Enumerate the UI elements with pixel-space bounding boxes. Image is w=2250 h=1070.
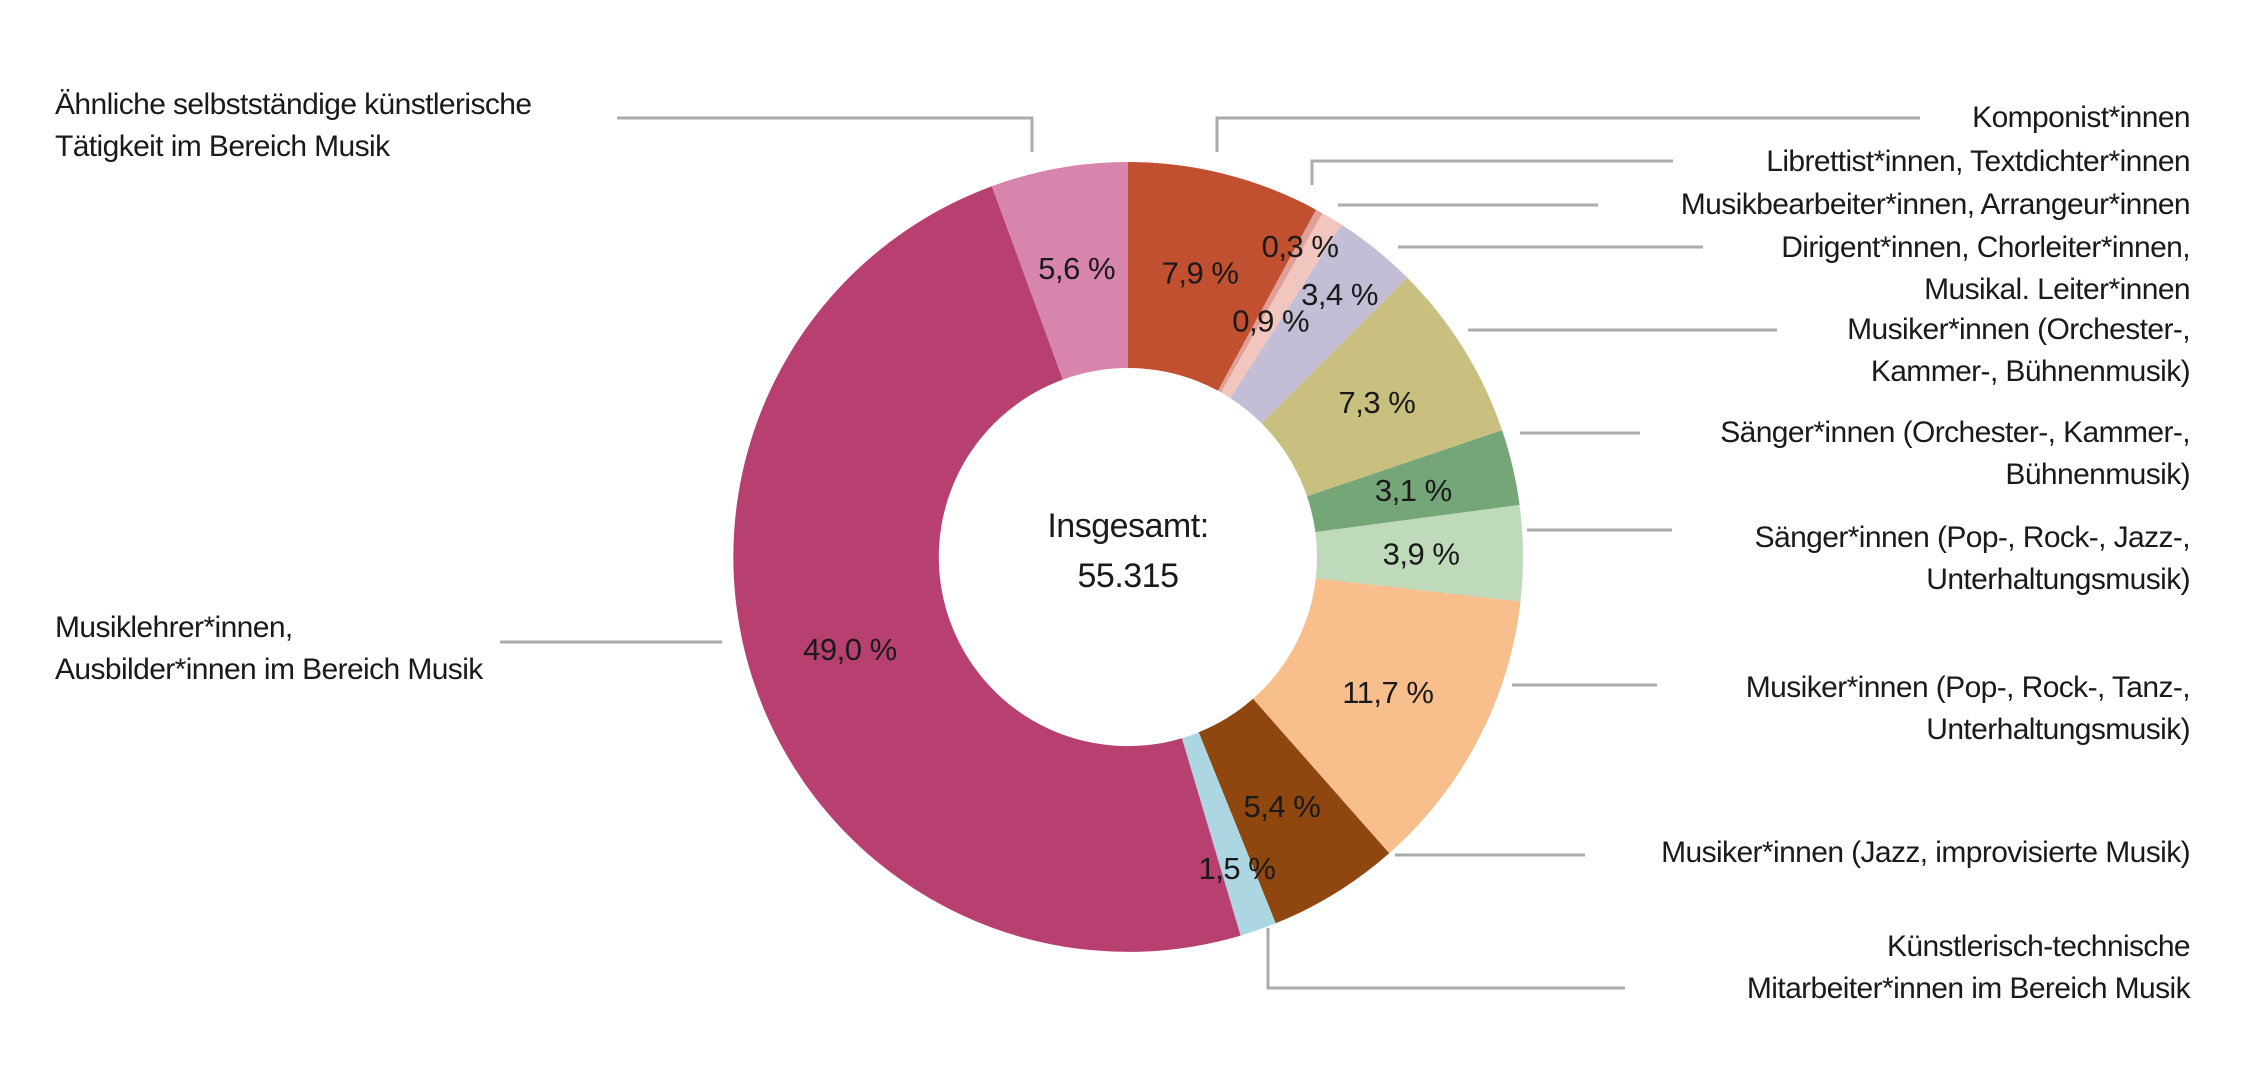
percent-label-7: 11,7 % [1342,675,1433,710]
percent-labels: 7,9 % 0,3 % 0,9 %3,4 % 7,3 % 3,1 % 3,9 % 11,7 … [803,229,1460,886]
donut-segment-8 [1198,698,1390,924]
donut-segment-1 [1218,209,1323,393]
leader-line-1 [1310,159,1673,185]
leader-line-9 [1266,928,1625,990]
donut-segment-5 [1307,430,1520,533]
percent-label-8: 5,4 % [1244,789,1321,824]
segment-callout-label-2: Musikbearbeiter*innen, Arrangeur*innen [1680,188,2191,221]
segment-callout-label-0: Komponist*innen [1972,101,2190,134]
segment-callout-label-5: Sänger*innen (Orchester-, Kammer-, Bühne… [1720,416,2190,491]
percent-label-6: 3,9 % [1383,537,1460,572]
donut-segment-10 [733,186,1241,952]
percent-label-10: 49,0 % [803,632,897,667]
segment-callout-label-6: Sänger*innen (Pop-, Rock-, Jazz-, Unterh… [1754,521,2191,596]
center-total: Insgesamt: 55.315 [928,501,1328,601]
donut-segment-7 [1253,578,1521,854]
segment-callout-label-7: Musiker*innen (Pop-, Rock-, Tanz-, Unter… [1745,671,2191,746]
segment-callout-label-10: Musiklehrer*innen, Ausbilder*innen im Be… [55,611,483,686]
center-total-caption: Insgesamt: [1047,507,1209,545]
segment-callout-label-11: Ähnliche selbstständige künstlerische Tä… [55,88,532,163]
percent-label-11: 5,6 % [1038,251,1115,286]
leader-lines [500,116,1920,990]
percent-label-9: 1,5 % [1199,851,1276,886]
donut-segment-2 [1221,213,1342,399]
segment-callout-label-4: Musiker*innen (Orchester-, Kammer-, Bühn… [1847,313,2190,388]
donut-segment-3 [1230,224,1408,424]
leader-line-11 [617,116,1034,152]
leader-line-0 [1215,116,1920,152]
segment-callout-label-1: Librettist*innen, Textdichter*innen [1766,145,2190,178]
segment-callout-label-9: Künstlerisch-technische Mitarbeiter*inne… [1746,930,2191,1005]
percent-label-5: 3,1 % [1375,473,1452,508]
segment-callout-label-3: Dirigent*innen, Chorleiter*innen, Musika… [1781,231,2190,306]
donut-segment-0 [1128,162,1317,391]
donut-segment-4 [1261,277,1503,497]
percent-label-4: 7,3 % [1339,385,1416,420]
percent-label-2: 0,9 % [1232,303,1309,338]
donut-segment-6 [1315,505,1524,602]
percent-label-3: 3,4 % [1301,277,1378,312]
segment-callout-label-8: Musiker*innen (Jazz, improvisierte Musik… [1661,836,2190,869]
donut-segment-9 [1181,732,1276,936]
percent-label-0: 7,9 % [1162,256,1239,291]
center-total-value: 55.315 [1077,557,1180,595]
donut-segment-11 [991,162,1128,380]
donut-segments [733,162,1524,952]
percent-label-1: 0,3 % [1262,229,1339,264]
